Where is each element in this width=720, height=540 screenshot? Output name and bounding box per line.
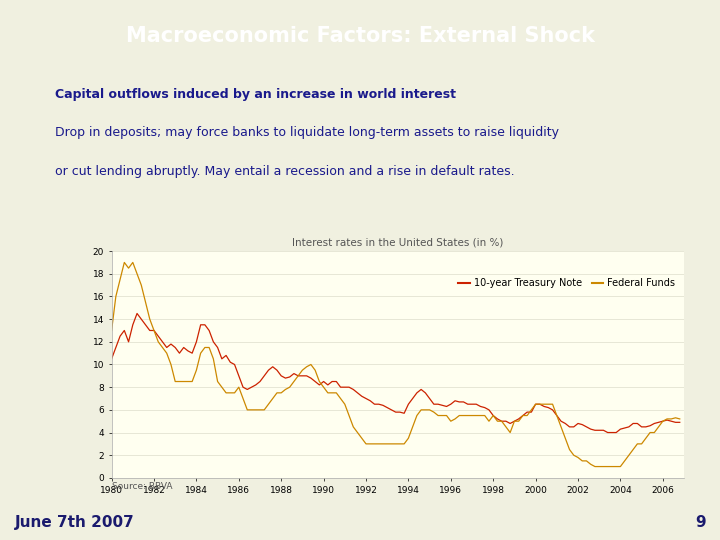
Federal Funds	[433, 413, 442, 419]
Federal Funds	[243, 407, 251, 413]
Text: Source: BBVA: Source: BBVA	[112, 482, 172, 491]
Text: or cut lending abruptly. May entail a recession and a rise in default rates.: or cut lending abruptly. May entail a re…	[55, 165, 515, 178]
10-year Treasury Note	[675, 419, 684, 426]
Federal Funds	[518, 413, 527, 419]
Text: Drop in deposits; may force banks to liquidate long-term assets to raise liquidi: Drop in deposits; may force banks to liq…	[55, 126, 559, 139]
10-year Treasury Note	[518, 413, 527, 419]
10-year Treasury Note	[107, 355, 116, 362]
10-year Treasury Note	[603, 429, 612, 436]
10-year Treasury Note	[413, 389, 421, 396]
10-year Treasury Note	[132, 310, 141, 316]
Line: 10-year Treasury Note: 10-year Treasury Note	[112, 313, 680, 433]
10-year Treasury Note	[608, 429, 616, 436]
Federal Funds	[413, 413, 421, 419]
Federal Funds	[675, 416, 684, 422]
Federal Funds	[608, 463, 616, 470]
Federal Funds	[590, 463, 599, 470]
Legend: 10-year Treasury Note, Federal Funds: 10-year Treasury Note, Federal Funds	[454, 274, 679, 292]
Line: Federal Funds: Federal Funds	[112, 262, 680, 467]
Federal Funds	[646, 429, 654, 436]
Federal Funds	[107, 327, 116, 334]
Federal Funds	[120, 259, 129, 266]
10-year Treasury Note	[646, 422, 654, 429]
Text: Capital outflows induced by an increase in world interest: Capital outflows induced by an increase …	[55, 89, 456, 102]
Text: 9: 9	[695, 515, 706, 530]
10-year Treasury Note	[433, 401, 442, 407]
10-year Treasury Note	[243, 386, 251, 393]
Text: June 7th 2007: June 7th 2007	[14, 515, 134, 530]
Title: Interest rates in the United States (in %): Interest rates in the United States (in …	[292, 238, 503, 247]
Text: Macroeconomic Factors: External Shock: Macroeconomic Factors: External Shock	[125, 26, 595, 46]
